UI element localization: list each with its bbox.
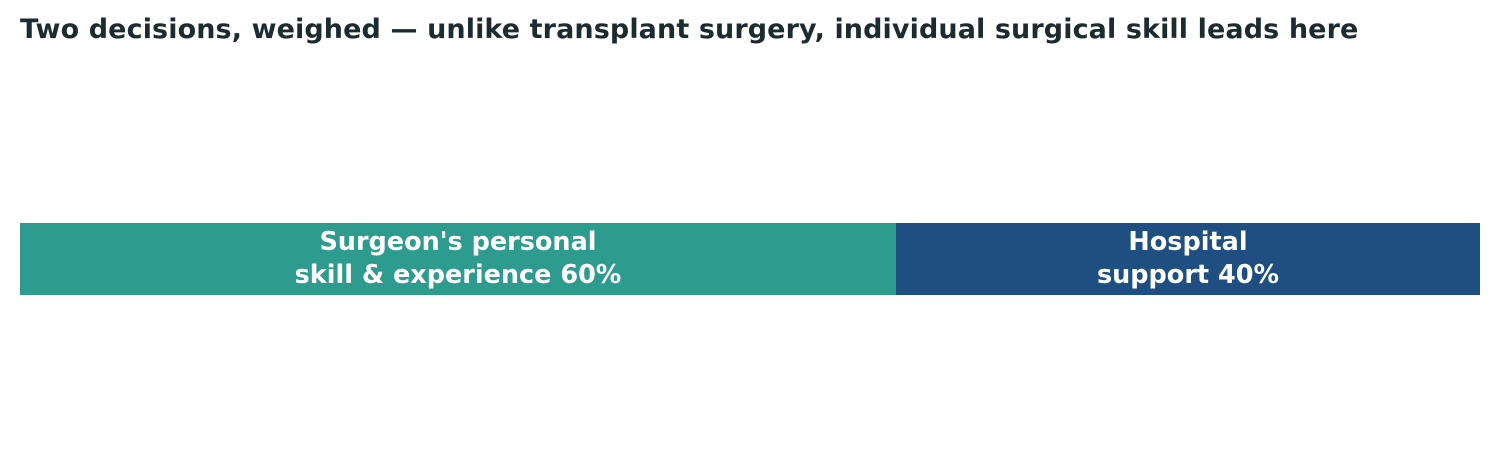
- chart-title: Two decisions, weighed — unlike transpla…: [20, 14, 1359, 45]
- stacked-bar: Surgeon's personal skill & experience 60…: [20, 223, 1480, 295]
- bar-segment-2-label: Hospital support 40%: [1096, 227, 1280, 290]
- bar-segment-2: Hospital support 40%: [896, 223, 1480, 295]
- bar-segment-1-label: Surgeon's personal skill & experience 60…: [294, 227, 622, 290]
- bar-segment-1: Surgeon's personal skill & experience 60…: [20, 223, 896, 295]
